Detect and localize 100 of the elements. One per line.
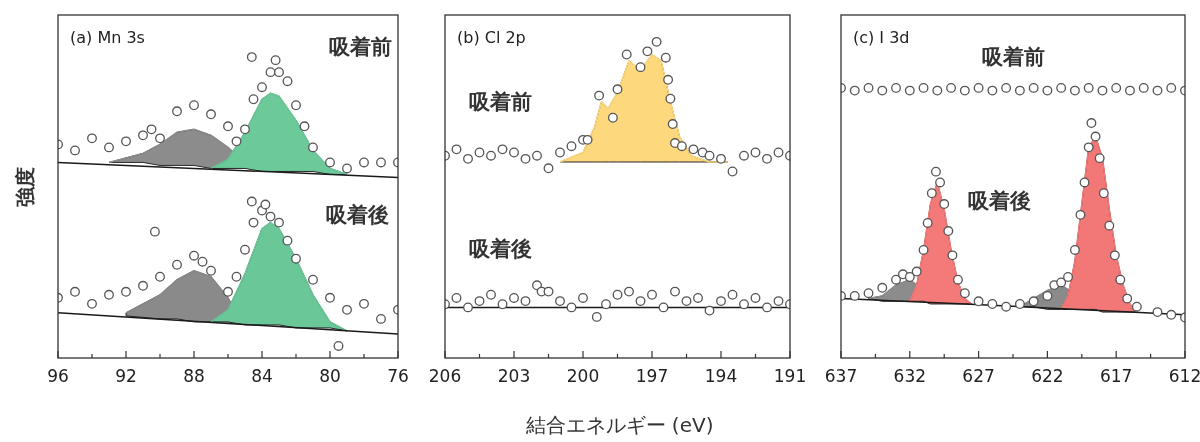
- point: [911, 266, 922, 277]
- point: [172, 259, 182, 270]
- point: [987, 299, 998, 309]
- point: [486, 289, 496, 300]
- point: [155, 271, 165, 282]
- point: [849, 85, 860, 96]
- point: [716, 153, 726, 164]
- point: [474, 296, 485, 307]
- x-tick-label: 637: [824, 366, 858, 386]
- point: [959, 85, 970, 96]
- point: [474, 147, 485, 158]
- point: [1098, 188, 1109, 199]
- x-tick-label: 200: [566, 366, 600, 386]
- point: [987, 85, 998, 96]
- point: [727, 289, 738, 300]
- point: [762, 302, 772, 313]
- point: [206, 265, 216, 276]
- point: [172, 106, 182, 117]
- point: [291, 253, 301, 264]
- point: [891, 274, 901, 285]
- point: [1042, 290, 1053, 301]
- point: [497, 144, 508, 155]
- point: [863, 82, 874, 93]
- point: [451, 144, 462, 155]
- point: [704, 305, 715, 316]
- x-tick-label: 84: [251, 366, 273, 386]
- point: [138, 280, 148, 291]
- point: [497, 299, 508, 310]
- point: [594, 90, 605, 101]
- point: [308, 274, 318, 285]
- point: [1069, 85, 1080, 96]
- point: [257, 82, 267, 93]
- point: [155, 133, 165, 144]
- point: [1001, 301, 1012, 312]
- point: [935, 177, 946, 188]
- point: [601, 299, 611, 310]
- point: [1152, 85, 1163, 96]
- point: [918, 82, 929, 93]
- point: [642, 46, 653, 57]
- point: [973, 82, 984, 93]
- point: [930, 166, 941, 177]
- point: [612, 84, 623, 95]
- point: [1056, 82, 1067, 93]
- point: [325, 157, 335, 168]
- point: [582, 134, 593, 145]
- point: [1138, 82, 1149, 93]
- point: [947, 250, 958, 261]
- point: [1056, 277, 1067, 288]
- point: [973, 296, 984, 307]
- point: [647, 289, 657, 300]
- point: [1069, 245, 1080, 255]
- point: [1131, 301, 1142, 312]
- x-tick-label: 92: [115, 366, 137, 386]
- point: [359, 157, 369, 168]
- point: [376, 157, 386, 168]
- annotation: 吸着前: [329, 34, 393, 59]
- point: [877, 85, 888, 96]
- point: [688, 144, 699, 155]
- point: [578, 292, 588, 303]
- point: [635, 62, 646, 73]
- x-tick-label: 627: [962, 366, 995, 386]
- point: [1028, 82, 1039, 93]
- point: [612, 289, 623, 300]
- point: [325, 292, 335, 303]
- point: [926, 188, 937, 199]
- point: [716, 296, 726, 307]
- point: [939, 199, 950, 210]
- point: [670, 138, 680, 148]
- point: [566, 141, 577, 152]
- x-tick-label: 96: [47, 366, 69, 386]
- point: [946, 82, 957, 93]
- point: [849, 290, 860, 301]
- point: [282, 76, 293, 87]
- point: [739, 150, 749, 161]
- point: [308, 142, 318, 153]
- x-tick-label: 197: [635, 366, 669, 386]
- annotation: 吸着後: [468, 237, 532, 262]
- point: [863, 288, 874, 299]
- point: [566, 302, 577, 313]
- point: [1104, 220, 1115, 231]
- point: [149, 226, 160, 237]
- point: [943, 226, 954, 237]
- point: [1152, 307, 1163, 318]
- point: [1028, 296, 1039, 307]
- point: [223, 121, 233, 132]
- point: [299, 121, 310, 132]
- point: [750, 147, 761, 158]
- point: [291, 100, 301, 111]
- point: [274, 217, 284, 228]
- point: [660, 52, 671, 63]
- point: [762, 153, 772, 164]
- point: [333, 341, 344, 351]
- x-tick-label: 632: [893, 366, 927, 386]
- point: [231, 136, 242, 147]
- chart-title: (a) Mn 3s: [70, 28, 145, 47]
- point: [1094, 153, 1105, 164]
- point: [451, 292, 462, 303]
- point: [87, 133, 97, 144]
- point: [265, 67, 276, 78]
- x-tick-label: 612: [1168, 366, 1200, 386]
